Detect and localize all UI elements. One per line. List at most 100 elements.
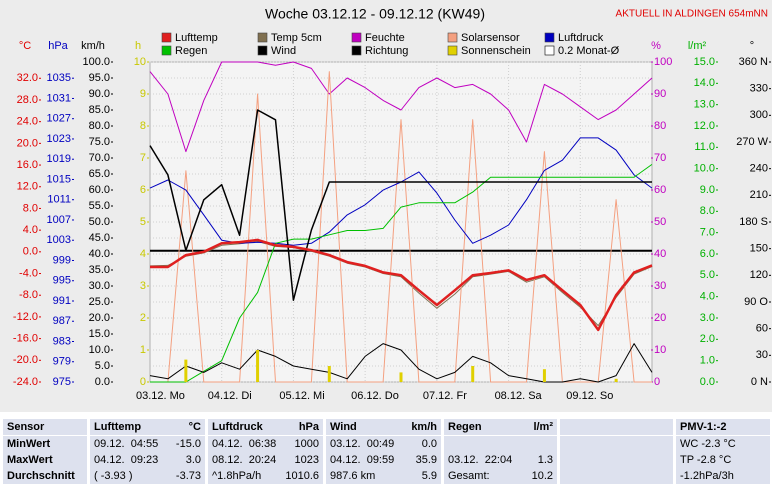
legend-label: Richtung (365, 45, 408, 57)
x-tick-label: 06.12. Do (351, 390, 399, 402)
y-tick-label: 20.0 (89, 312, 110, 324)
y-tick-label: 3.0 (700, 312, 715, 324)
legend-swatch (351, 32, 362, 43)
legend-swatch (447, 45, 458, 56)
chart-title: Woche 03.12.12 - 09.12.12 (KW49) (265, 6, 485, 22)
y-tick-label: 1031 (47, 92, 71, 104)
cell-text: MinWert (7, 438, 51, 450)
y-tick-label: 100 (654, 56, 672, 68)
y-tick-label: 60 (756, 323, 768, 335)
table-cell: 03.12. 00:49 0.0 (326, 436, 441, 452)
y-tick-label: 0.0 (23, 246, 38, 258)
cell-text: WC -2.3 °C (680, 438, 736, 450)
legend-swatch (257, 45, 268, 56)
cell-text: Wind (330, 421, 357, 433)
y-tick-label: 1027 (47, 113, 71, 125)
y-tick-label: 80 (654, 120, 666, 132)
axis-label: h (135, 40, 141, 52)
y-tick-label: 65.0 (89, 168, 110, 180)
table-cell: 09.12. 04:55 -15.0 (90, 436, 205, 452)
y-tick-label: 1019 (47, 153, 71, 165)
axis-label: km/h (81, 40, 105, 52)
y-tick-label: 60 (654, 184, 666, 196)
y-tick-label: 983 (53, 335, 71, 347)
cell-text: hPa (298, 421, 319, 433)
table-header-cell: Luftdruck hPa (208, 419, 323, 435)
cell-text: km/h (411, 421, 437, 433)
y-tick-label: 8.0 (700, 205, 715, 217)
cell-text: 09.12. 04:55 (94, 438, 159, 450)
y-tick-label: 30 (756, 349, 768, 361)
table-cell: 08.12. 20:24 1023 (208, 452, 323, 468)
y-tick-label: -12.0 (13, 311, 38, 323)
y-tick-label: 90.0 (89, 88, 110, 100)
y-tick-label: 13.0 (694, 99, 715, 111)
table-cell: 04.12. 06:38 1000 (208, 436, 323, 452)
cell-text: 987.6 km (330, 470, 376, 482)
y-tick-label: 50.0 (89, 216, 110, 228)
cell-text: 5.9 (421, 470, 437, 482)
y-tick-label: -4.0 (19, 267, 38, 279)
y-tick-label: 1011 (47, 194, 71, 206)
y-tick-label: 12.0 (694, 120, 715, 132)
cell-text: ( -3.93 ) (94, 470, 133, 482)
cell-text: Durchschnitt (7, 470, 75, 482)
y-tick-label: 270 W (736, 136, 768, 148)
x-tick-label: 05.12. Mi (279, 390, 324, 402)
y-tick-label: 90 O (744, 296, 768, 308)
y-tick-label: 30.0 (89, 280, 110, 292)
series-line (149, 61, 653, 153)
bar (399, 372, 403, 382)
bar (256, 350, 260, 382)
x-tick-label: 03.12. Mo (136, 390, 185, 402)
stats-table: Sensor Lufttemp °C Luftdruck hPa Wind km/h Rege… (0, 412, 772, 490)
table-cell (444, 436, 557, 452)
cell-text: ^1.8hPa/h (212, 470, 262, 482)
y-tick-label: 4.0 (23, 224, 38, 236)
table-cell: WC -2.3 °C (676, 436, 770, 452)
series-line (150, 238, 653, 332)
y-tick-label: -16.0 (13, 333, 38, 345)
table-cell: TP -2.8 °C (676, 452, 770, 468)
y-tick-label: 2 (140, 312, 146, 324)
cell-text: Gesamt: (448, 470, 490, 482)
y-tick-label: 60.0 (89, 184, 110, 196)
y-tick-label: 4 (140, 248, 146, 260)
legend-label: 0.2 Monat-Ø (558, 45, 620, 57)
y-tick-label: 1015 (47, 173, 71, 185)
y-tick-label: 10.0 (694, 163, 715, 175)
y-tick-label: 6.0 (700, 248, 715, 260)
cell-text: 1.3 (537, 454, 553, 466)
y-tick-label: 1023 (47, 133, 71, 145)
axis-label: % (651, 40, 661, 52)
table-cell: 04.12. 09:59 35.9 (326, 452, 441, 468)
cell-text: 04.12. 06:38 (212, 438, 277, 450)
legend-label: Regen (175, 45, 207, 57)
y-tick-label: 330 (750, 83, 768, 95)
y-tick-label: 1007 (47, 214, 71, 226)
y-tick-label: 9 (140, 88, 146, 100)
series-line (149, 109, 652, 301)
y-tick-label: 120 (750, 269, 768, 281)
y-tick-label: 210 (750, 189, 768, 201)
y-tick-label: 30 (654, 280, 666, 292)
cell-text: 1000 (294, 438, 319, 450)
notice: AKTUELL IN ALDINGEN 654mNN (616, 9, 768, 20)
legend-swatch (351, 45, 362, 56)
x-tick-label: 08.12. Sa (495, 390, 543, 402)
y-tick-label: 20 (654, 312, 666, 324)
legend-swatch (161, 45, 172, 56)
cell-text: -1.2hPa/3h (680, 470, 734, 482)
y-tick-label: 0 (654, 376, 660, 388)
y-tick-label: 50 (654, 216, 666, 228)
y-tick-label: 0.0 (700, 376, 715, 388)
bar (542, 369, 546, 382)
y-tick-label: 999 (53, 254, 71, 266)
y-tick-label: 40 (654, 248, 666, 260)
y-tick-label: 995 (53, 275, 71, 287)
table-header-cell: Sensor (3, 419, 87, 435)
y-tick-label: 28.0 (17, 94, 38, 106)
bar (327, 366, 331, 382)
y-tick-label: 8 (140, 120, 146, 132)
